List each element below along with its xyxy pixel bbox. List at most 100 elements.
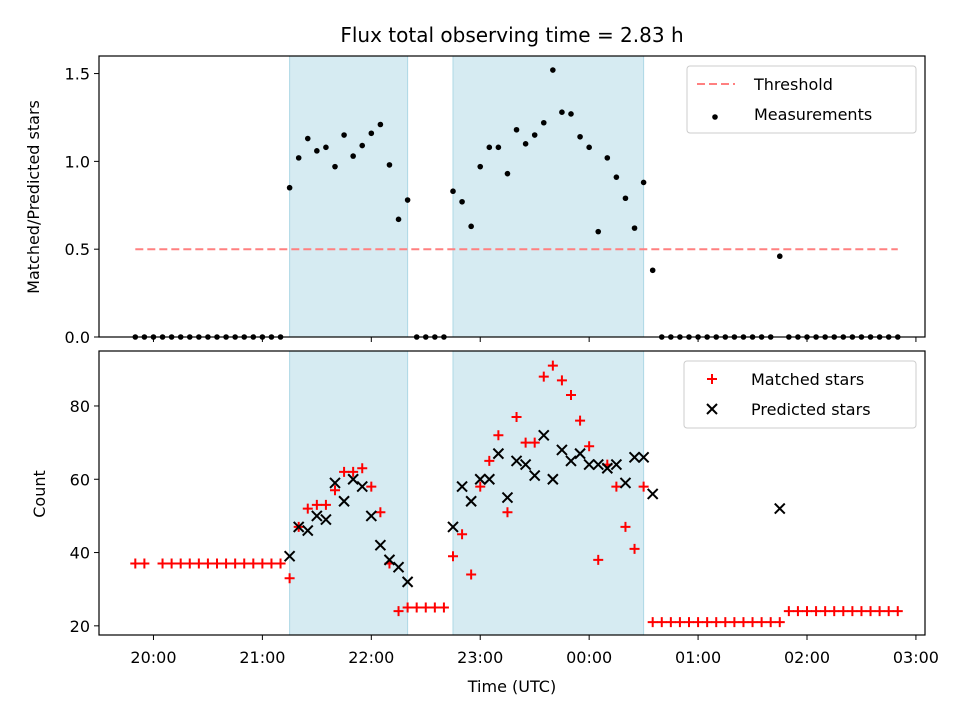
predicted-star-point bbox=[574, 447, 586, 460]
y-tick-label: 80 bbox=[70, 397, 90, 416]
legend-label: Matched stars bbox=[751, 370, 864, 389]
matched-star-point bbox=[275, 558, 286, 569]
matched-star-point bbox=[457, 529, 468, 540]
predicted-star-point bbox=[320, 513, 332, 526]
y-tick-label: 20 bbox=[70, 617, 90, 636]
matched-star-point bbox=[320, 499, 331, 510]
shaded-band-2 bbox=[452, 55, 645, 338]
predicted-star-point bbox=[302, 524, 314, 537]
matched-star-point bbox=[366, 481, 377, 492]
measurement-point bbox=[286, 184, 293, 191]
predicted-star-point bbox=[519, 458, 532, 471]
x-tick-label: 02:00 bbox=[784, 648, 830, 667]
bottom-y-axis-label: Count bbox=[30, 470, 49, 518]
shaded-band-1 bbox=[289, 55, 409, 338]
measurement-point bbox=[359, 142, 366, 149]
legend-label: Predicted stars bbox=[751, 400, 871, 419]
x-tick-label: 21:00 bbox=[239, 648, 285, 667]
matched-star-point bbox=[856, 606, 867, 617]
predicted-star-point bbox=[392, 561, 405, 573]
y-tick-label: 0.0 bbox=[65, 328, 90, 347]
matched-star-point bbox=[693, 617, 704, 628]
matched-star-point bbox=[684, 617, 694, 628]
matched-star-point bbox=[874, 606, 885, 617]
measurement-point bbox=[522, 141, 529, 147]
matched-star-point bbox=[130, 558, 141, 569]
matched-star-point bbox=[339, 466, 350, 477]
measurement-point bbox=[613, 174, 620, 180]
matched-star-point bbox=[774, 617, 785, 628]
predicted-star-point bbox=[465, 495, 477, 507]
predicted-star-point bbox=[374, 539, 387, 551]
top-y-axis-label: Matched/Predicted stars bbox=[24, 100, 43, 294]
predicted-star-point bbox=[347, 473, 359, 485]
predicted-star-point bbox=[338, 495, 350, 507]
measurement-point bbox=[577, 133, 583, 140]
predicted-star-point bbox=[456, 480, 468, 493]
matched-star-point bbox=[838, 606, 849, 617]
measurement-point bbox=[513, 126, 520, 133]
matched-star-point bbox=[502, 507, 513, 518]
matched-star-point bbox=[348, 466, 359, 477]
predicted-star-point bbox=[637, 451, 650, 463]
matched-star-point bbox=[221, 558, 232, 569]
matched-star-point bbox=[647, 617, 658, 628]
predicted-star-point bbox=[365, 510, 378, 522]
x-tick-label: 01:00 bbox=[675, 648, 721, 667]
measurement-point bbox=[649, 267, 656, 274]
measurement-point bbox=[531, 132, 538, 138]
measurement-point bbox=[304, 135, 311, 142]
predicted-star-point bbox=[583, 458, 595, 471]
matched-star-point bbox=[611, 481, 622, 492]
measurement-point bbox=[332, 163, 338, 170]
y-tick-label: 40 bbox=[70, 544, 90, 563]
matched-star-point bbox=[783, 606, 794, 617]
matched-star-point bbox=[892, 606, 903, 617]
matched-star-point bbox=[175, 558, 186, 569]
predicted-star-point bbox=[646, 488, 659, 500]
predicted-star-point bbox=[592, 458, 604, 471]
matched-star-point bbox=[166, 558, 177, 569]
matched-star-point bbox=[330, 485, 340, 496]
matched-star-point bbox=[729, 617, 740, 628]
predicted-star-point bbox=[356, 480, 368, 493]
matched-star-point bbox=[620, 521, 631, 532]
ratio-panel: 0.0 0.5 1.0 1.5 Threshold Measurements bbox=[65, 55, 926, 347]
counts-panel: 20 40 60 80 20:00 21:00 22:00 23:00 00:00 01:00 02… bbox=[70, 350, 939, 667]
matched-star-point bbox=[811, 606, 822, 617]
matched-star-point bbox=[865, 606, 876, 617]
plot-frame bbox=[98, 350, 926, 636]
predicted-star-point bbox=[610, 458, 623, 471]
predicted-star-point bbox=[619, 477, 632, 489]
y-tick-label: 0.5 bbox=[65, 240, 90, 259]
predicted-star-point bbox=[329, 477, 341, 489]
measurement-point bbox=[323, 144, 329, 151]
x-tick-label: 00:00 bbox=[566, 648, 612, 667]
matched-star-point bbox=[402, 602, 413, 613]
matched-star-point bbox=[157, 558, 168, 569]
matched-star-point bbox=[420, 602, 431, 613]
predicted-star-point bbox=[538, 429, 550, 441]
measurement-point bbox=[559, 109, 565, 115]
measurement-point bbox=[486, 144, 493, 151]
matched-star-point bbox=[357, 463, 368, 474]
matched-star-point bbox=[702, 617, 713, 628]
matched-star-point bbox=[829, 606, 840, 617]
matched-star-point bbox=[883, 606, 894, 617]
y-tick-label: 1.0 bbox=[65, 152, 90, 171]
y-tick-label: 60 bbox=[70, 470, 90, 489]
matched-star-point bbox=[656, 617, 667, 628]
measurement-point bbox=[568, 111, 574, 117]
legend-label: Measurements bbox=[754, 105, 872, 124]
predicted-star-point bbox=[528, 469, 541, 482]
predicted-star-point bbox=[292, 521, 305, 533]
matched-star-point bbox=[230, 558, 241, 569]
measurement-point bbox=[550, 67, 556, 73]
matched-star-point bbox=[484, 455, 495, 466]
measurement-point bbox=[386, 162, 393, 168]
matched-star-point bbox=[747, 617, 758, 628]
measurement-point bbox=[495, 144, 502, 151]
predicted-star-point bbox=[483, 473, 496, 485]
measurement-point bbox=[341, 132, 347, 138]
